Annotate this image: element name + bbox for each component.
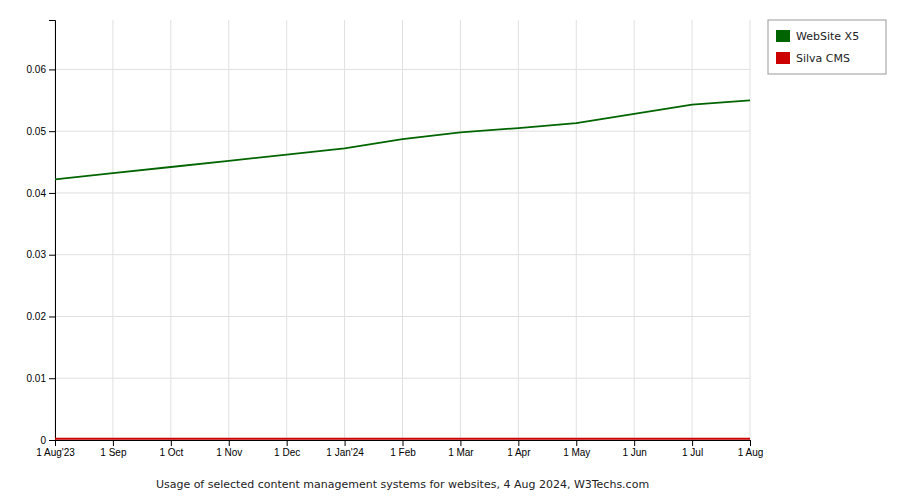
grid	[55, 20, 750, 440]
tick-label: 1 Jun	[622, 447, 646, 458]
tick: 0.02	[27, 311, 55, 322]
legend-frame	[768, 20, 886, 74]
tick-label: 1 Sep	[100, 447, 127, 458]
tick: 0.05	[27, 126, 55, 137]
grid-line	[286, 20, 287, 440]
tick: 1 Dec	[274, 440, 300, 458]
grid-line	[750, 20, 751, 440]
tick-label: 0.05	[27, 126, 47, 137]
tick-mark	[576, 440, 577, 446]
tick-label: 1 Feb	[390, 447, 416, 458]
plot: 1 Aug'23 1 Sep 1 Oct 1 Nov 1 Dec 1 Jan'24 1 Fe…	[27, 20, 764, 458]
tick-mark	[460, 440, 461, 446]
tick: 0.03	[27, 249, 55, 260]
tick: 0.04	[27, 188, 55, 199]
axis-line	[56, 441, 751, 447]
tick-mark	[49, 440, 55, 441]
tick-label: 0.04	[27, 188, 47, 199]
tick: 1 Jan'24	[326, 440, 364, 458]
caption: Usage of selected content management sys…	[156, 478, 649, 491]
tick-label: 1 Jul	[682, 447, 703, 458]
tick-label: 1 May	[563, 447, 590, 458]
legend-label: WebSite X5	[796, 30, 859, 43]
tick-mark	[49, 193, 55, 194]
tick: 1 Apr	[507, 440, 531, 458]
tick-label: 1 Nov	[216, 447, 242, 458]
tick-mark	[287, 440, 288, 446]
tick: 1 Oct	[159, 440, 183, 458]
tick: 0.01	[27, 373, 55, 384]
grid-line	[634, 20, 635, 440]
tick-label: 1 Aug	[738, 447, 764, 458]
grid-line	[228, 20, 229, 440]
tick: 0	[40, 435, 55, 446]
tick-mark	[518, 440, 519, 446]
tick-label: 0.06	[27, 64, 47, 75]
grid-line	[576, 20, 577, 440]
tick-label: 1 Aug'23	[36, 447, 75, 458]
legend-swatch	[776, 52, 790, 64]
tick-label: 0.02	[27, 311, 47, 322]
tick-label: 1 Jan'24	[326, 447, 364, 458]
tick: 1 Jun	[622, 440, 646, 458]
tick-mark	[49, 378, 55, 379]
legend-item: Silva CMS	[776, 52, 850, 65]
tick-label: 1 Dec	[274, 447, 300, 458]
tick: 1 Aug	[738, 440, 764, 458]
tick-label: 1 Apr	[507, 447, 531, 458]
tick-mark	[49, 69, 55, 70]
tick-mark	[49, 255, 55, 256]
tick-mark	[692, 440, 693, 446]
tick: 1 Feb	[390, 440, 416, 458]
series-line	[55, 438, 750, 440]
tick-mark	[171, 440, 172, 446]
x-axis: 1 Aug'23 1 Sep 1 Oct 1 Nov 1 Dec 1 Jan'24 1 Fe…	[36, 440, 763, 458]
tick-mark	[634, 440, 635, 446]
grid-line	[518, 20, 519, 440]
chart: 1 Aug'23 1 Sep 1 Oct 1 Nov 1 Dec 1 Jan'24 1 Fe…	[0, 0, 900, 500]
tick-label: 0.01	[27, 373, 47, 384]
tick-label: 0.03	[27, 249, 47, 260]
tick-mark	[403, 440, 404, 446]
grid-line	[402, 20, 403, 440]
tick: 0.06	[27, 64, 55, 75]
y-axis: 0 0.01 0.02 0.03 0.04 0.05 0.06	[27, 21, 56, 446]
lines	[55, 100, 750, 438]
tick-mark	[49, 131, 55, 132]
grid-line	[460, 20, 461, 440]
grid-line	[692, 20, 693, 440]
tick: 1 Jul	[682, 440, 703, 458]
tick: 1 May	[563, 440, 590, 458]
tick: 1 Mar	[448, 440, 474, 458]
tick: 1 Sep	[100, 440, 127, 458]
axis-line	[49, 21, 56, 441]
tick-mark	[49, 316, 55, 317]
tick-label: 1 Mar	[448, 447, 474, 458]
tick-mark	[750, 440, 751, 446]
tick-label: 0	[40, 435, 46, 446]
legend-swatch	[776, 30, 790, 42]
tick-label: 1 Oct	[159, 447, 183, 458]
grid-line	[344, 20, 345, 440]
legend: WebSite X5 Silva CMS	[768, 20, 886, 74]
legend-label: Silva CMS	[796, 52, 850, 65]
grid-line	[112, 20, 113, 440]
tick-mark	[113, 440, 114, 446]
tick-mark	[229, 440, 230, 446]
tick: 1 Nov	[216, 440, 242, 458]
tick-mark	[345, 440, 346, 446]
grid-line	[170, 20, 171, 440]
series-line	[55, 100, 750, 179]
legend-item: WebSite X5	[776, 30, 859, 43]
